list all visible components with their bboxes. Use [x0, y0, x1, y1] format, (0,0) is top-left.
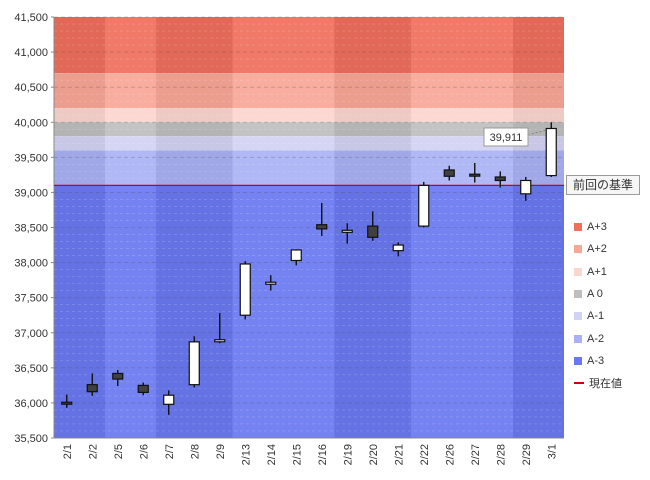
x-tick-label: 2/29 — [521, 444, 533, 465]
x-tick-label: 2/22 — [419, 444, 431, 465]
y-tick-label: 38,000 — [14, 258, 48, 270]
candle-body — [214, 339, 226, 343]
legend-item: A 0 — [574, 283, 622, 305]
x-tick-label: 2/5 — [113, 444, 125, 459]
legend-swatch — [574, 290, 582, 299]
candle-body — [239, 263, 251, 316]
candle-body — [341, 229, 353, 233]
candle-body — [188, 341, 200, 386]
legend-item: A-2 — [574, 327, 622, 349]
legend-label: A-1 — [587, 310, 605, 323]
candle-body — [112, 372, 124, 380]
candle-body — [367, 225, 379, 238]
legend-item: A-1 — [574, 305, 622, 327]
column-shade — [513, 17, 564, 438]
x-tick-label: 2/19 — [342, 444, 354, 465]
band-Aminus3 — [54, 185, 564, 438]
legend-item: A+3 — [574, 216, 622, 238]
legend-label: A+3 — [587, 221, 607, 234]
y-tick-label: 39,000 — [14, 187, 48, 199]
y-tick-label: 38,500 — [14, 223, 48, 235]
y-tick-label: 41,000 — [14, 47, 48, 59]
band-Aplus3 — [54, 17, 564, 74]
x-tick-label: 2/21 — [393, 444, 405, 465]
y-tick-label: 37,500 — [14, 293, 48, 305]
legend-swatch — [574, 267, 582, 276]
legend-item: A+1 — [574, 261, 622, 283]
candle-body — [86, 384, 98, 393]
x-tick-label: 2/16 — [317, 444, 329, 465]
legend-swatch — [574, 312, 582, 321]
candle-body — [163, 394, 175, 405]
candle-body — [392, 244, 404, 252]
candle-body — [443, 169, 455, 177]
y-tick-label: 40,000 — [14, 117, 48, 129]
candle-body — [494, 176, 506, 182]
legend-item: A-3 — [574, 350, 622, 372]
band-Aplus1 — [54, 108, 564, 123]
x-tick-label: 3/1 — [546, 444, 558, 459]
legend-swatch — [574, 356, 582, 365]
reference-label-box: 前回の基準 — [566, 175, 640, 195]
candle-body — [61, 401, 73, 405]
band-A0 — [54, 122, 564, 137]
x-tick-label: 2/7 — [164, 444, 176, 459]
x-tick-label: 2/6 — [138, 444, 150, 459]
x-tick-label: 2/28 — [495, 444, 507, 465]
x-tick-label: 2/15 — [291, 444, 303, 465]
band-Aminus1 — [54, 136, 564, 151]
legend-swatch — [574, 382, 584, 385]
y-tick-label: 37,000 — [14, 328, 48, 340]
reference-label: 前回の基準 — [572, 178, 633, 192]
legend-label: A+2 — [587, 243, 607, 256]
y-tick-label: 41,500 — [14, 12, 48, 24]
x-tick-label: 2/26 — [444, 444, 456, 465]
legend-label: A-3 — [587, 354, 605, 367]
x-tick-label: 2/14 — [266, 444, 278, 465]
x-tick-label: 2/27 — [470, 444, 482, 465]
candle-body — [469, 173, 481, 177]
candle-body — [520, 179, 532, 195]
legend-item: 現在値 — [574, 372, 622, 394]
legend-label: A 0 — [587, 288, 603, 301]
x-tick-label: 2/9 — [215, 444, 227, 459]
x-tick-label: 2/8 — [189, 444, 201, 459]
callout-leader — [529, 130, 546, 135]
legend-label: A+1 — [587, 265, 607, 278]
y-tick-label: 40,500 — [14, 82, 48, 94]
candle-body — [137, 384, 149, 393]
y-tick-label: 36,500 — [14, 363, 48, 375]
callout-box — [483, 127, 529, 147]
x-tick-label: 2/20 — [368, 444, 380, 465]
candle-body — [418, 184, 430, 227]
current-value-callout: 39,911 — [490, 132, 523, 144]
candle-body — [545, 127, 557, 177]
y-tick-label: 36,000 — [14, 398, 48, 410]
x-tick-label: 2/13 — [240, 444, 252, 465]
x-tick-label: 2/2 — [87, 444, 99, 459]
legend-swatch — [574, 334, 582, 343]
legend-item: A+2 — [574, 238, 622, 260]
candle-body — [265, 281, 277, 285]
band-Aplus2 — [54, 73, 564, 109]
y-tick-label: 35,500 — [14, 433, 48, 445]
chart-legend: A+3 A+2 A+1 A 0 A-1 A-2 A-3 現在値 — [574, 216, 622, 394]
candle-body — [316, 224, 328, 230]
x-tick-label: 2/1 — [62, 444, 74, 459]
legend-label: 現在値 — [589, 378, 622, 391]
legend-swatch — [574, 245, 582, 254]
band-Aminus2 — [54, 150, 564, 186]
y-tick-label: 39,500 — [14, 152, 48, 164]
column-shade — [54, 17, 105, 438]
legend-swatch — [574, 223, 582, 232]
legend-label: A-2 — [587, 332, 605, 345]
candle-body — [290, 249, 302, 262]
column-shade — [411, 17, 513, 438]
column-shade — [105, 17, 156, 438]
